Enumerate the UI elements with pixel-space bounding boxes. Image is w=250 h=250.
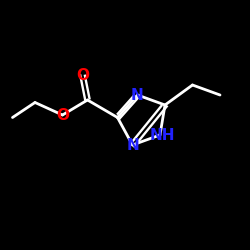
Text: O: O [76, 68, 89, 82]
Text: NH: NH [150, 128, 175, 142]
Text: N: N [126, 138, 139, 152]
Text: O: O [56, 108, 69, 122]
Text: N: N [131, 88, 144, 102]
